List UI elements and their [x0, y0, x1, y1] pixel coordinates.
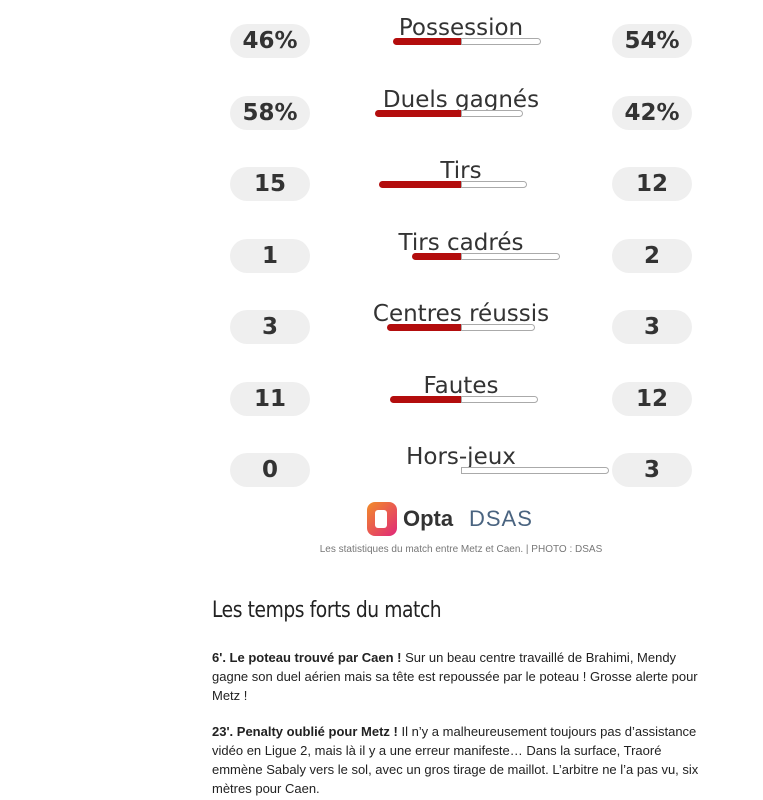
away-value: 3 [612, 310, 692, 344]
away-bar [461, 395, 539, 403]
opta-icon [367, 502, 397, 536]
heading: Les temps forts du match [212, 598, 442, 623]
home-value: 46% [230, 24, 310, 58]
away-value: 42% [612, 95, 692, 130]
text: Il n’y a malheureusement toujours pas d’… [212, 724, 699, 796]
away-bar [461, 324, 535, 331]
home-bar [390, 395, 461, 403]
away-value: 2 [612, 238, 692, 273]
stat-label: Fautes [423, 372, 499, 399]
away-value: 3 [612, 453, 692, 487]
paragraph: 6'. Le poteau trouvé par Caen ! Sur un b… [212, 648, 704, 705]
stat-label: Tirs [440, 158, 482, 184]
home-value: 11 [230, 381, 310, 416]
away-value: 12 [612, 381, 692, 416]
stat-label: Centres réussis [372, 301, 550, 327]
dsas-logo: DSAS [469, 506, 533, 531]
home-value: 3 [230, 310, 310, 344]
away-value: 12 [612, 167, 692, 201]
home-value: 15 [230, 167, 310, 201]
away-bar [461, 467, 609, 474]
caption: Les statistiques du match entre Metz et … [319, 544, 603, 555]
away-bar [461, 252, 560, 260]
home-bar [375, 109, 461, 117]
text: Sur un beau centre travaillé de Brahimi,… [212, 650, 698, 703]
home-value: 58% [230, 95, 310, 130]
away-bar [461, 109, 524, 117]
home-bar [411, 252, 461, 260]
home-value: 1 [230, 238, 310, 273]
away-bar [461, 38, 541, 45]
home-value: 0 [230, 453, 310, 487]
away-value: 54% [612, 24, 692, 58]
lead: 23'. Penalty oublié pour Metz ! [212, 724, 398, 739]
home-bar [387, 324, 461, 331]
home-bar [378, 181, 461, 188]
stat-label: Possession [398, 15, 524, 41]
lead: 6'. Le poteau trouvé par Caen ! [212, 650, 402, 665]
stat-label: Duels gagnés [382, 86, 540, 113]
home-bar [392, 38, 461, 45]
stat-label: Tirs cadrés [398, 229, 524, 256]
away-bar [461, 181, 527, 188]
stat-label: Hors-jeux [406, 444, 516, 470]
paragraph: 23'. Penalty oublié pour Metz ! Il n’y a… [212, 722, 704, 798]
opta-logo: Opta [403, 506, 454, 531]
